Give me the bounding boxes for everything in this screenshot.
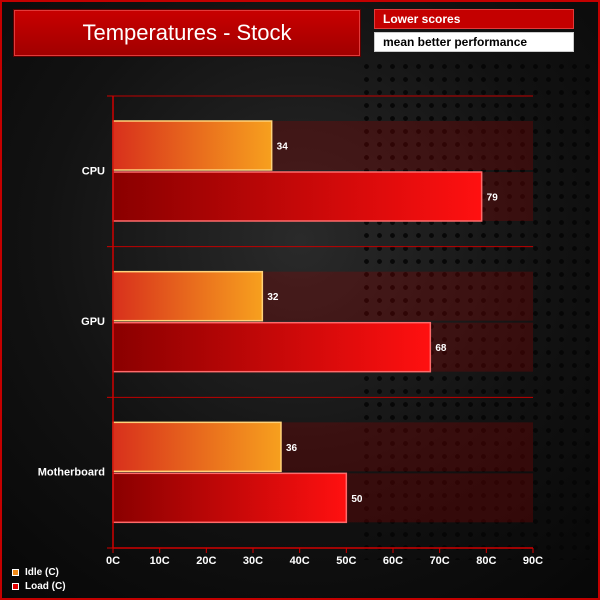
- x-tick-label: 40C: [290, 555, 310, 567]
- x-tick-label: 10C: [150, 555, 170, 567]
- chart-title: Temperatures - Stock: [14, 10, 360, 56]
- x-tick-label: 20C: [196, 555, 216, 567]
- plot-bars: [112, 120, 483, 524]
- plot-axis: 0C 10C 20C 30C 40C 50C 60C 70C 80C 90C: [106, 95, 543, 567]
- x-tick-label: 30C: [243, 555, 263, 567]
- bar-gpu-load: [112, 321, 432, 373]
- bar-motherboard-load: [112, 472, 348, 524]
- category-label: CPU: [82, 165, 105, 177]
- x-tick-label: 50C: [336, 555, 356, 567]
- plot-grid: [113, 95, 533, 398]
- x-tick-label: 70C: [430, 555, 450, 567]
- x-tick-label: 80C: [476, 555, 496, 567]
- legend-item-load: Load (C): [12, 579, 66, 593]
- x-tick-label: 90C: [523, 555, 543, 567]
- plot-labels: CPU 34 79 GPU 32 68 Motherboard 36 50: [38, 142, 498, 505]
- legend-swatch-load: [12, 582, 19, 590]
- category-label: GPU: [81, 316, 105, 328]
- data-label-gpu-load: 68: [435, 343, 447, 354]
- background-mesh: [360, 60, 596, 560]
- data-label-gpu-idle: 32: [267, 292, 279, 303]
- note-better-performance: mean better performance: [374, 32, 574, 52]
- data-label-motherboard-idle: 36: [286, 443, 298, 454]
- legend-swatch-idle: [12, 568, 19, 576]
- x-tick-label: 0C: [106, 555, 120, 567]
- data-label-cpu-idle: 34: [277, 142, 289, 153]
- bar-gpu-idle: [112, 270, 264, 322]
- category-label: Motherboard: [38, 467, 105, 479]
- legend: Idle (C) Load (C): [12, 565, 66, 593]
- x-tick-label: 60C: [383, 555, 403, 567]
- legend-item-idle: Idle (C): [12, 565, 66, 579]
- legend-label-idle: Idle (C): [25, 566, 59, 578]
- data-label-cpu-load: 79: [487, 193, 499, 204]
- bar-motherboard-idle: [112, 421, 282, 473]
- data-label-motherboard-load: 50: [351, 494, 363, 505]
- note-lower-scores: Lower scores: [374, 9, 574, 29]
- bar-cpu-idle: [112, 120, 273, 171]
- bar-cpu-load: [112, 171, 483, 222]
- legend-label-load: Load (C): [25, 580, 66, 592]
